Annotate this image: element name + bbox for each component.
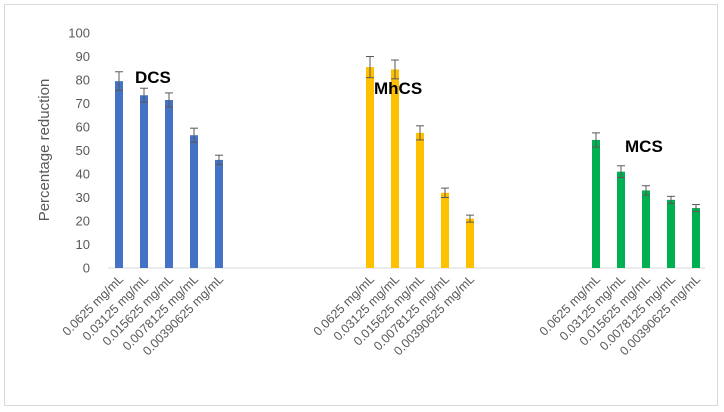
bar-dcs-1 bbox=[140, 95, 148, 269]
y-axis-ticks: 0 10 20 30 40 50 60 70 80 90 100 bbox=[68, 26, 90, 276]
error-bar-mcs-3 bbox=[667, 195, 675, 204]
y-tick-label-1: 10 bbox=[76, 237, 90, 252]
bar-dcs-4 bbox=[215, 159, 223, 268]
bar-dcs-3 bbox=[190, 135, 198, 268]
error-bar-dcs-2 bbox=[165, 92, 173, 108]
error-bar-dcs-4 bbox=[215, 154, 223, 166]
bar-mcs-3 bbox=[667, 199, 675, 268]
chart-frame: Percentage reduction 0 10 20 30 40 50 60 70 80 90… bbox=[4, 4, 718, 406]
y-tick-label-5: 50 bbox=[76, 143, 90, 158]
bar-mhcs-1 bbox=[391, 69, 399, 268]
error-bar-dcs-1 bbox=[140, 87, 148, 103]
y-axis-title: Percentage reduction bbox=[36, 79, 53, 222]
y-tick-label-2: 20 bbox=[76, 214, 90, 229]
group-label-dcs: DCS bbox=[135, 68, 171, 87]
error-bar-mcs-1 bbox=[617, 165, 625, 179]
y-tick-label-9: 90 bbox=[76, 49, 90, 64]
group-label-mcs: MCS bbox=[625, 137, 663, 156]
error-bar-mcs-4 bbox=[692, 204, 700, 213]
error-bar-mhcs-3 bbox=[441, 187, 449, 198]
bars-layer bbox=[115, 56, 700, 269]
group-labels: DCS MhCS MCS bbox=[135, 68, 663, 156]
y-tick-label-3: 30 bbox=[76, 190, 90, 205]
error-bar-dcs-3 bbox=[190, 127, 198, 143]
bar-mcs-2 bbox=[642, 190, 650, 268]
y-tick-label-10: 100 bbox=[68, 26, 90, 41]
bar-dcs-0 bbox=[115, 81, 123, 268]
bar-chart: Percentage reduction 0 10 20 30 40 50 60 70 80 90… bbox=[36, 26, 705, 358]
bar-mcs-4 bbox=[692, 208, 700, 268]
bar-mhcs-2 bbox=[416, 132, 424, 268]
bar-dcs-2 bbox=[165, 99, 173, 268]
error-bar-mhcs-1 bbox=[391, 59, 399, 80]
bar-mhcs-3 bbox=[441, 192, 449, 268]
y-tick-label-4: 40 bbox=[76, 167, 90, 182]
error-bar-mhcs-2 bbox=[416, 125, 424, 141]
bar-mcs-1 bbox=[617, 171, 625, 268]
y-tick-label-6: 60 bbox=[76, 120, 90, 135]
error-bar-mcs-0 bbox=[592, 132, 600, 148]
bar-mcs-0 bbox=[592, 139, 600, 268]
category-labels: 0.0625 mg/mL0.03125 mg/mL0.015625 mg/mL0… bbox=[60, 272, 703, 358]
y-tick-label-8: 80 bbox=[76, 73, 90, 88]
error-bar-dcs-0 bbox=[115, 71, 123, 92]
y-tick-label-0: 0 bbox=[83, 261, 90, 276]
error-bar-mhcs-0 bbox=[366, 56, 374, 79]
bar-mhcs-4 bbox=[466, 218, 474, 268]
error-bar-mcs-2 bbox=[642, 185, 650, 196]
group-label-mhcs: MhCS bbox=[374, 79, 422, 98]
bar-mhcs-0 bbox=[366, 67, 374, 268]
error-bar-mhcs-4 bbox=[466, 214, 474, 223]
y-tick-label-7: 70 bbox=[76, 96, 90, 111]
